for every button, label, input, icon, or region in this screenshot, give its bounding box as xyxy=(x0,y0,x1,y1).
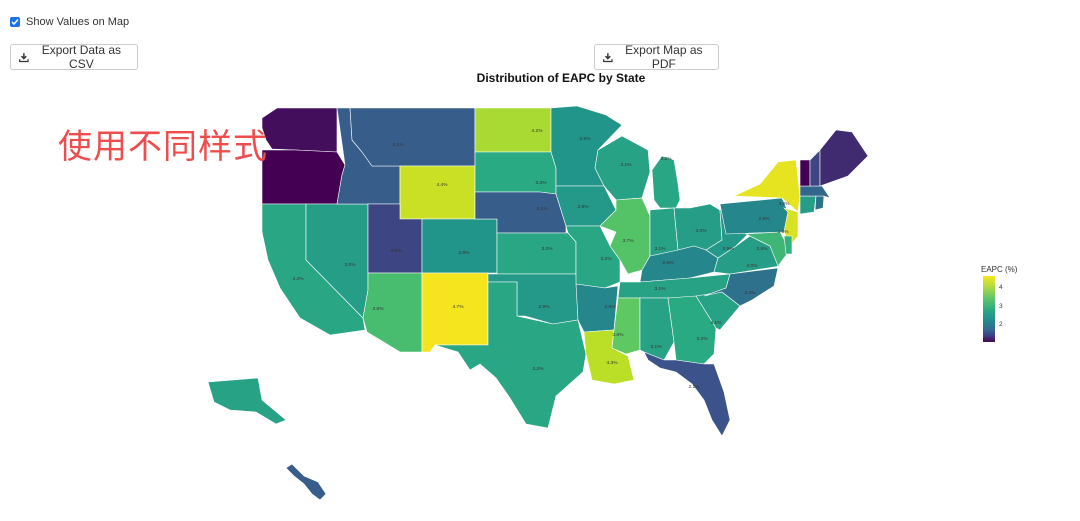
value-label-ky: 2.6% xyxy=(663,260,675,266)
value-label-sc: 3.1% xyxy=(711,320,723,326)
legend-colorbar xyxy=(983,276,995,342)
value-label-wv: 2.9% xyxy=(723,246,735,252)
download-icon xyxy=(603,52,613,62)
value-label-ne: 2.2% xyxy=(537,206,549,212)
value-label-az: 3.6% xyxy=(373,306,385,312)
value-label-al: 3.1% xyxy=(651,344,663,350)
annotation-text: 使用不同样式 xyxy=(58,127,268,167)
state-oh xyxy=(673,203,723,251)
value-label-oh: 3.0% xyxy=(696,228,708,234)
legend-tick: 4 xyxy=(999,284,1003,291)
state-nm xyxy=(421,272,489,353)
value-label-mo: 3.2% xyxy=(601,256,613,262)
chart-title: Distribution of EAPC by State xyxy=(476,71,646,85)
state-ma xyxy=(799,185,831,199)
state-al xyxy=(639,297,675,361)
legend-tick: 3 xyxy=(999,303,1003,310)
export-pdf-label: Export Map as PDF xyxy=(625,43,703,71)
state-de xyxy=(783,235,793,255)
state-ak xyxy=(207,377,287,425)
state-nh xyxy=(809,149,821,187)
value-label-mt: 2.2% xyxy=(393,142,405,148)
value-label-il: 3.7% xyxy=(623,238,635,244)
value-label-mn: 2.8% xyxy=(580,136,592,142)
state-tx xyxy=(434,281,587,429)
state-az xyxy=(362,272,423,353)
checkmark-icon xyxy=(11,19,19,26)
value-label-ar: 2.6% xyxy=(605,304,617,310)
value-label-nj: 4.5% xyxy=(778,229,790,235)
value-label-ms: 3.8% xyxy=(613,332,625,338)
state-ct xyxy=(799,195,817,215)
state-vt xyxy=(799,159,811,187)
value-label-ny: 4.6% xyxy=(779,201,791,207)
value-label-ia: 2.9% xyxy=(578,204,590,210)
value-label-ks: 3.2% xyxy=(542,246,554,252)
state-wy xyxy=(399,165,476,220)
state-mt xyxy=(349,107,476,167)
state-or xyxy=(261,149,346,205)
state-ri xyxy=(814,195,825,211)
value-label-fl: 2.1% xyxy=(689,384,701,390)
export-csv-label: Export Data as CSV xyxy=(41,43,122,71)
state-nc xyxy=(703,267,779,307)
legend-tick: 2 xyxy=(999,321,1003,328)
value-label-wi: 3.1% xyxy=(621,162,633,168)
state-me xyxy=(819,129,869,187)
value-label-tn: 3.1% xyxy=(655,286,667,292)
value-label-nc: 2.4% xyxy=(745,290,757,296)
state-sd xyxy=(474,151,557,195)
state-ks xyxy=(496,232,577,275)
state-ny xyxy=(733,159,801,213)
checkbox[interactable] xyxy=(10,17,20,27)
show-values-label: Show Values on Map xyxy=(26,16,130,28)
value-label-ga: 3.3% xyxy=(697,336,709,342)
value-label-nd: 4.2% xyxy=(532,128,544,134)
state-il xyxy=(599,197,651,275)
value-label-mi: 3.2% xyxy=(661,156,673,162)
value-label-md: 3.5% xyxy=(757,246,769,252)
export-csv-button[interactable]: Export Data as CSV xyxy=(10,43,138,71)
value-label-sd: 3.3% xyxy=(536,180,548,186)
value-label-ca: 3.2% xyxy=(293,276,305,282)
value-label-ut: 2.0% xyxy=(391,248,403,254)
value-label-tx: 3.2% xyxy=(533,366,545,372)
value-label-co: 2.8% xyxy=(459,250,471,256)
value-label-nv: 3.0% xyxy=(345,262,357,268)
state-fl xyxy=(643,351,731,437)
export-pdf-button[interactable]: Export Map as PDF xyxy=(594,43,719,71)
state-md xyxy=(744,231,791,267)
value-label-wy: 4.4% xyxy=(437,182,449,188)
download-icon xyxy=(19,52,29,62)
state-mo xyxy=(565,225,621,289)
value-label-la: 4.3% xyxy=(607,360,619,366)
value-label-pa: 2.6% xyxy=(759,216,771,222)
state-hi xyxy=(285,463,327,501)
state-co xyxy=(421,218,498,274)
legend-title: EAPC (%) xyxy=(981,265,1018,274)
state-mi xyxy=(651,155,681,209)
value-label-ok: 2.9% xyxy=(539,304,551,310)
show-values-toggle[interactable]: Show Values on Map xyxy=(10,16,129,28)
state-wa xyxy=(261,107,338,153)
value-label-in: 3.1% xyxy=(655,246,667,252)
value-label-va: 3.0% xyxy=(747,263,759,269)
value-label-nm: 4.7% xyxy=(453,304,465,310)
